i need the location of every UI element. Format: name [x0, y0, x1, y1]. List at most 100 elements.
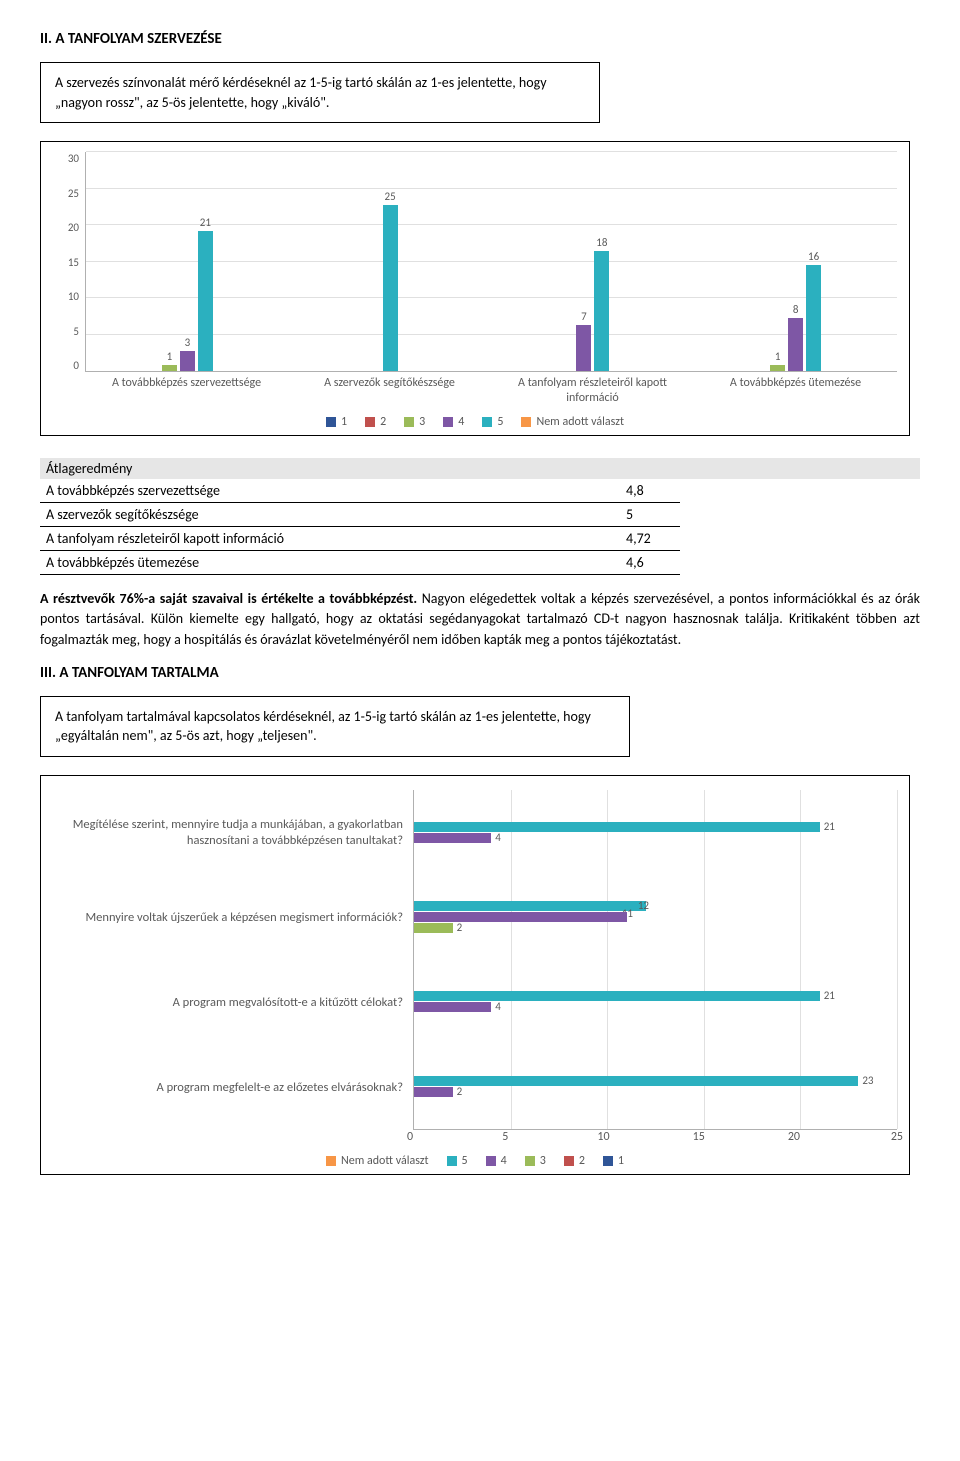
- bar: 8: [788, 303, 803, 371]
- legend-label: 4: [501, 1154, 507, 1168]
- legend-label: 1: [618, 1154, 624, 1168]
- chart2-plot: Megítélése szerint, mennyire tudja a mun…: [53, 790, 897, 1130]
- legend-swatch: [521, 417, 531, 427]
- chart1-groups: 1321257181816: [86, 152, 897, 371]
- chart1-ytick: 10: [53, 290, 79, 303]
- avg-label: A továbbképzés szervezettsége: [40, 479, 620, 503]
- avg-row: A szervezők segítőkészsége5: [40, 502, 680, 526]
- chart2-row: 214: [414, 960, 897, 1045]
- bar-value-label: 21: [200, 216, 211, 229]
- chart2-bars: 21412112214232: [413, 790, 897, 1130]
- legend-item: 5: [482, 415, 503, 429]
- hbar: [414, 912, 897, 922]
- bar: 7: [576, 310, 591, 372]
- avg-row: A tanfolyam részleteiről kapott informác…: [40, 526, 680, 550]
- legend-item: Nem adott választ: [521, 415, 624, 429]
- bar: 25: [383, 190, 398, 372]
- chart2-ylabel: A program megfelelt-e az előzetes elvárá…: [53, 1045, 413, 1130]
- legend-swatch: [365, 417, 375, 427]
- avg-value: 4,8: [620, 479, 680, 503]
- hbar: 1211: [414, 901, 897, 911]
- chart2-legend: Nem adott választ54321: [53, 1154, 897, 1168]
- chart2-ylabel: Megítélése szerint, mennyire tudja a mun…: [53, 790, 413, 875]
- bar: 21: [198, 216, 213, 371]
- legend-item: 2: [564, 1154, 585, 1168]
- bar-value-label: 8: [793, 303, 799, 316]
- hbar: 4: [414, 1002, 897, 1012]
- bar: 1: [770, 350, 785, 372]
- chart2-frame: Megítélése szerint, mennyire tudja a mun…: [40, 775, 910, 1175]
- chart1-ytick: 25: [53, 187, 79, 200]
- legend-item: 3: [404, 415, 425, 429]
- legend-label: 3: [419, 415, 425, 429]
- avg-value: 4,72: [620, 526, 680, 550]
- chart2-ylabels: Megítélése szerint, mennyire tudja a mun…: [53, 790, 413, 1130]
- chart1-xlabel: A továbbképzés ütemezése: [694, 372, 897, 405]
- legend-swatch: [482, 417, 492, 427]
- chart1-yaxis: 302520151050: [53, 152, 85, 372]
- hbar: 21: [414, 991, 897, 1001]
- hbar-value-label: 4: [495, 831, 501, 844]
- legend-swatch: [603, 1156, 613, 1166]
- hbar-value-label: 2: [457, 921, 463, 934]
- bar: 18: [594, 236, 609, 371]
- chart2-xtick: 10: [597, 1130, 692, 1144]
- legend-item: 3: [525, 1154, 546, 1168]
- chart1-ytick: 0: [53, 359, 79, 372]
- chart1-grid: 1321257181816: [85, 152, 897, 372]
- hbar-value-label: 21: [824, 820, 835, 833]
- legend-label: Nem adott választ: [341, 1154, 429, 1168]
- legend-label: 5: [497, 415, 503, 429]
- legend-swatch: [564, 1156, 574, 1166]
- bar-value-label: 1: [167, 350, 173, 363]
- para1: A résztvevők 76%-a saját szavaival is ér…: [40, 589, 920, 650]
- chart2-row: 21 4: [414, 790, 897, 875]
- chart1-ytick: 30: [53, 152, 79, 165]
- hbar: 21: [414, 822, 897, 832]
- legend-swatch: [326, 417, 336, 427]
- chart2-xaxis: 0510152025: [413, 1130, 897, 1144]
- bar-value-label: 25: [385, 190, 396, 203]
- chart1-group: 7 18: [492, 152, 695, 371]
- legend-swatch: [486, 1156, 496, 1166]
- chart2-xtick: 0: [407, 1130, 502, 1144]
- hbar: 2: [414, 1087, 897, 1097]
- chart1-xlabel: A tanfolyam részleteiről kapott informác…: [491, 372, 694, 405]
- bar-value-label: 16: [808, 250, 819, 263]
- hbar: 4: [414, 833, 897, 843]
- chart2-xtick: 5: [502, 1130, 597, 1144]
- bar-value-label: 18: [596, 236, 607, 249]
- chart2-row: 23 2: [414, 1044, 897, 1129]
- legend-label: 2: [380, 415, 386, 429]
- legend-item: 4: [486, 1154, 507, 1168]
- section2-title: II. A TANFOLYAM SZERVEZÉSE: [40, 30, 920, 48]
- hbar: 2: [414, 923, 897, 933]
- section3-box: A tanfolyam tartalmával kapcsolatos kérd…: [40, 696, 630, 757]
- hbar-value-label: 12: [638, 899, 649, 912]
- legend-label: 2: [579, 1154, 585, 1168]
- chart1-ytick: 5: [53, 325, 79, 338]
- hbar-value-label: 2: [457, 1085, 463, 1098]
- hbar-value-label: 23: [862, 1074, 873, 1087]
- avg-row: A továbbképzés ütemezése4,6: [40, 550, 680, 574]
- bar-value-label: 3: [185, 336, 191, 349]
- chart1-xlabel: A továbbképzés szervezettsége: [85, 372, 288, 405]
- hbar-value-label: 21: [824, 989, 835, 1002]
- averages-heading: Átlageredmény: [40, 458, 920, 479]
- chart1-ytick: 15: [53, 256, 79, 269]
- legend-swatch: [525, 1156, 535, 1166]
- chart1-group: 13 21: [86, 152, 289, 371]
- legend-swatch: [326, 1156, 336, 1166]
- chart2-xtick: 20: [788, 1130, 883, 1144]
- legend-item: Nem adott választ: [326, 1154, 429, 1168]
- avg-value: 4,6: [620, 550, 680, 574]
- chart1-xlabel: A szervezők segítőkészsége: [288, 372, 491, 405]
- section2-box: A szervezés színvonalát mérő kérdéseknél…: [40, 62, 600, 123]
- averages-table: A továbbképzés szervezettsége4,8A szerve…: [40, 479, 680, 575]
- chart2-xtick: 25: [883, 1130, 903, 1144]
- chart1-group: 25: [289, 152, 492, 371]
- chart2-xtick: 15: [693, 1130, 788, 1144]
- para1-lead: A résztvevők 76%-a saját szavaival is ér…: [40, 590, 417, 607]
- legend-swatch: [447, 1156, 457, 1166]
- legend-item: 1: [603, 1154, 624, 1168]
